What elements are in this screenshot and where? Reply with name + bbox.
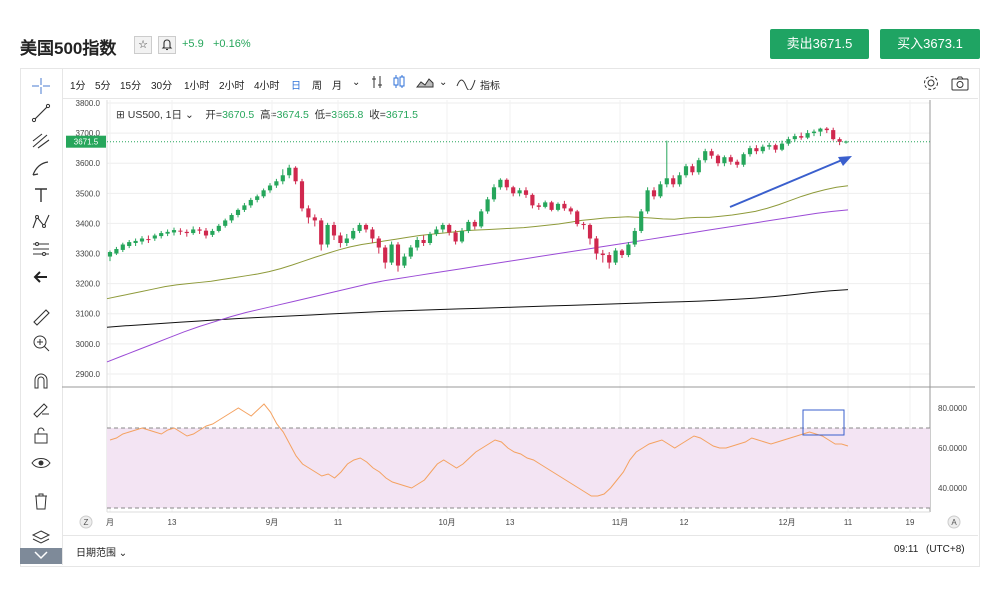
ohlc-legend: ⊞ US500, 1日 ⌄ 开=3670.5 高=3674.5 低=3665.8… xyxy=(116,107,418,122)
trash-icon[interactable] xyxy=(30,491,52,511)
interval-week[interactable]: 周 xyxy=(312,81,322,92)
interval-15m[interactable]: 15分 xyxy=(120,81,142,92)
camera-icon[interactable] xyxy=(950,74,970,95)
interval-day[interactable]: 日 xyxy=(291,81,301,92)
indicators-label[interactable]: 指标 xyxy=(480,81,500,92)
open-value: 3670.5 xyxy=(222,109,255,121)
area-style-icon[interactable] xyxy=(415,74,434,93)
layers-icon[interactable] xyxy=(30,528,52,548)
low-value: 3665.8 xyxy=(331,109,364,121)
compare-icon[interactable] xyxy=(370,74,384,93)
high-value: 3674.5 xyxy=(276,109,309,121)
instrument-header: 美国500指数 ☆ +5.9 +0.16% 卖出3671.5 买入3673.1 xyxy=(0,0,1008,66)
brush-icon[interactable] xyxy=(30,158,52,178)
collapse-toolbar-button[interactable] xyxy=(20,548,62,564)
interval-5m[interactable]: 5分 xyxy=(95,81,111,92)
zoom-in-icon[interactable] xyxy=(30,333,52,353)
sell-button[interactable]: 卖出3671.5 xyxy=(770,29,869,59)
interval-30m[interactable]: 30分 xyxy=(151,81,173,92)
high-label: 高= xyxy=(260,109,277,121)
close-label: 收= xyxy=(369,109,386,121)
open-label: 开= xyxy=(205,109,223,121)
trend-line-icon[interactable] xyxy=(30,103,52,123)
chart-frame xyxy=(20,68,980,567)
chart-toolbar: 1分 5分 15分 30分 1小时 2小时 4小时 日 周 月 ⌄ ⌄ 指标 xyxy=(62,68,978,99)
fib-tool-icon[interactable] xyxy=(30,131,52,151)
bottom-bar: 日期范围 ⌄ 09:11 (UTC+8) xyxy=(62,535,978,566)
eye-icon[interactable] xyxy=(30,453,52,473)
favorite-star-icon[interactable]: ☆ xyxy=(134,36,152,54)
magnet-icon[interactable] xyxy=(30,371,52,391)
bell-icon[interactable] xyxy=(158,36,176,54)
timezone[interactable]: (UTC+8) xyxy=(926,544,965,555)
instrument-title: 美国500指数 xyxy=(20,39,117,58)
date-range-button[interactable]: 日期范围 ⌄ xyxy=(76,548,128,559)
ruler-icon[interactable] xyxy=(30,306,52,326)
interval-4h[interactable]: 4小时 xyxy=(254,81,280,92)
buy-button[interactable]: 买入3673.1 xyxy=(880,29,980,59)
text-tool-icon[interactable] xyxy=(30,185,52,205)
prediction-tool-icon[interactable] xyxy=(30,239,52,259)
candle-style-icon[interactable] xyxy=(392,74,406,93)
drawing-toolbar xyxy=(20,68,63,565)
pattern-tool-icon[interactable] xyxy=(30,212,52,232)
legend-box-icon[interactable]: ⊞ xyxy=(116,109,125,121)
legend-symbol[interactable]: US500, 1日 xyxy=(127,109,183,121)
unlock-icon[interactable] xyxy=(30,425,52,445)
interval-month[interactable]: 月 xyxy=(332,81,342,92)
back-arrow-icon[interactable] xyxy=(30,267,52,287)
clock-time: 09:11 xyxy=(894,544,919,555)
more-intervals-chevron-icon[interactable]: ⌄ xyxy=(352,77,361,88)
interval-1h[interactable]: 1小时 xyxy=(184,81,210,92)
interval-2h[interactable]: 2小时 xyxy=(219,81,245,92)
close-value: 3671.5 xyxy=(385,109,419,121)
lock-drawing-icon[interactable] xyxy=(30,398,52,418)
chart-style-chevron-icon[interactable]: ⌄ xyxy=(439,77,448,88)
settings-gear-icon[interactable] xyxy=(922,74,940,95)
interval-1m[interactable]: 1分 xyxy=(70,81,86,92)
low-label: 低= xyxy=(314,109,332,121)
indicators-icon[interactable] xyxy=(456,74,476,93)
crosshair-icon[interactable] xyxy=(30,76,52,96)
price-change: +5.9 xyxy=(182,38,204,50)
legend-chevron-icon[interactable]: ⌄ xyxy=(184,109,194,121)
price-change-percent: +0.16% xyxy=(213,38,251,50)
